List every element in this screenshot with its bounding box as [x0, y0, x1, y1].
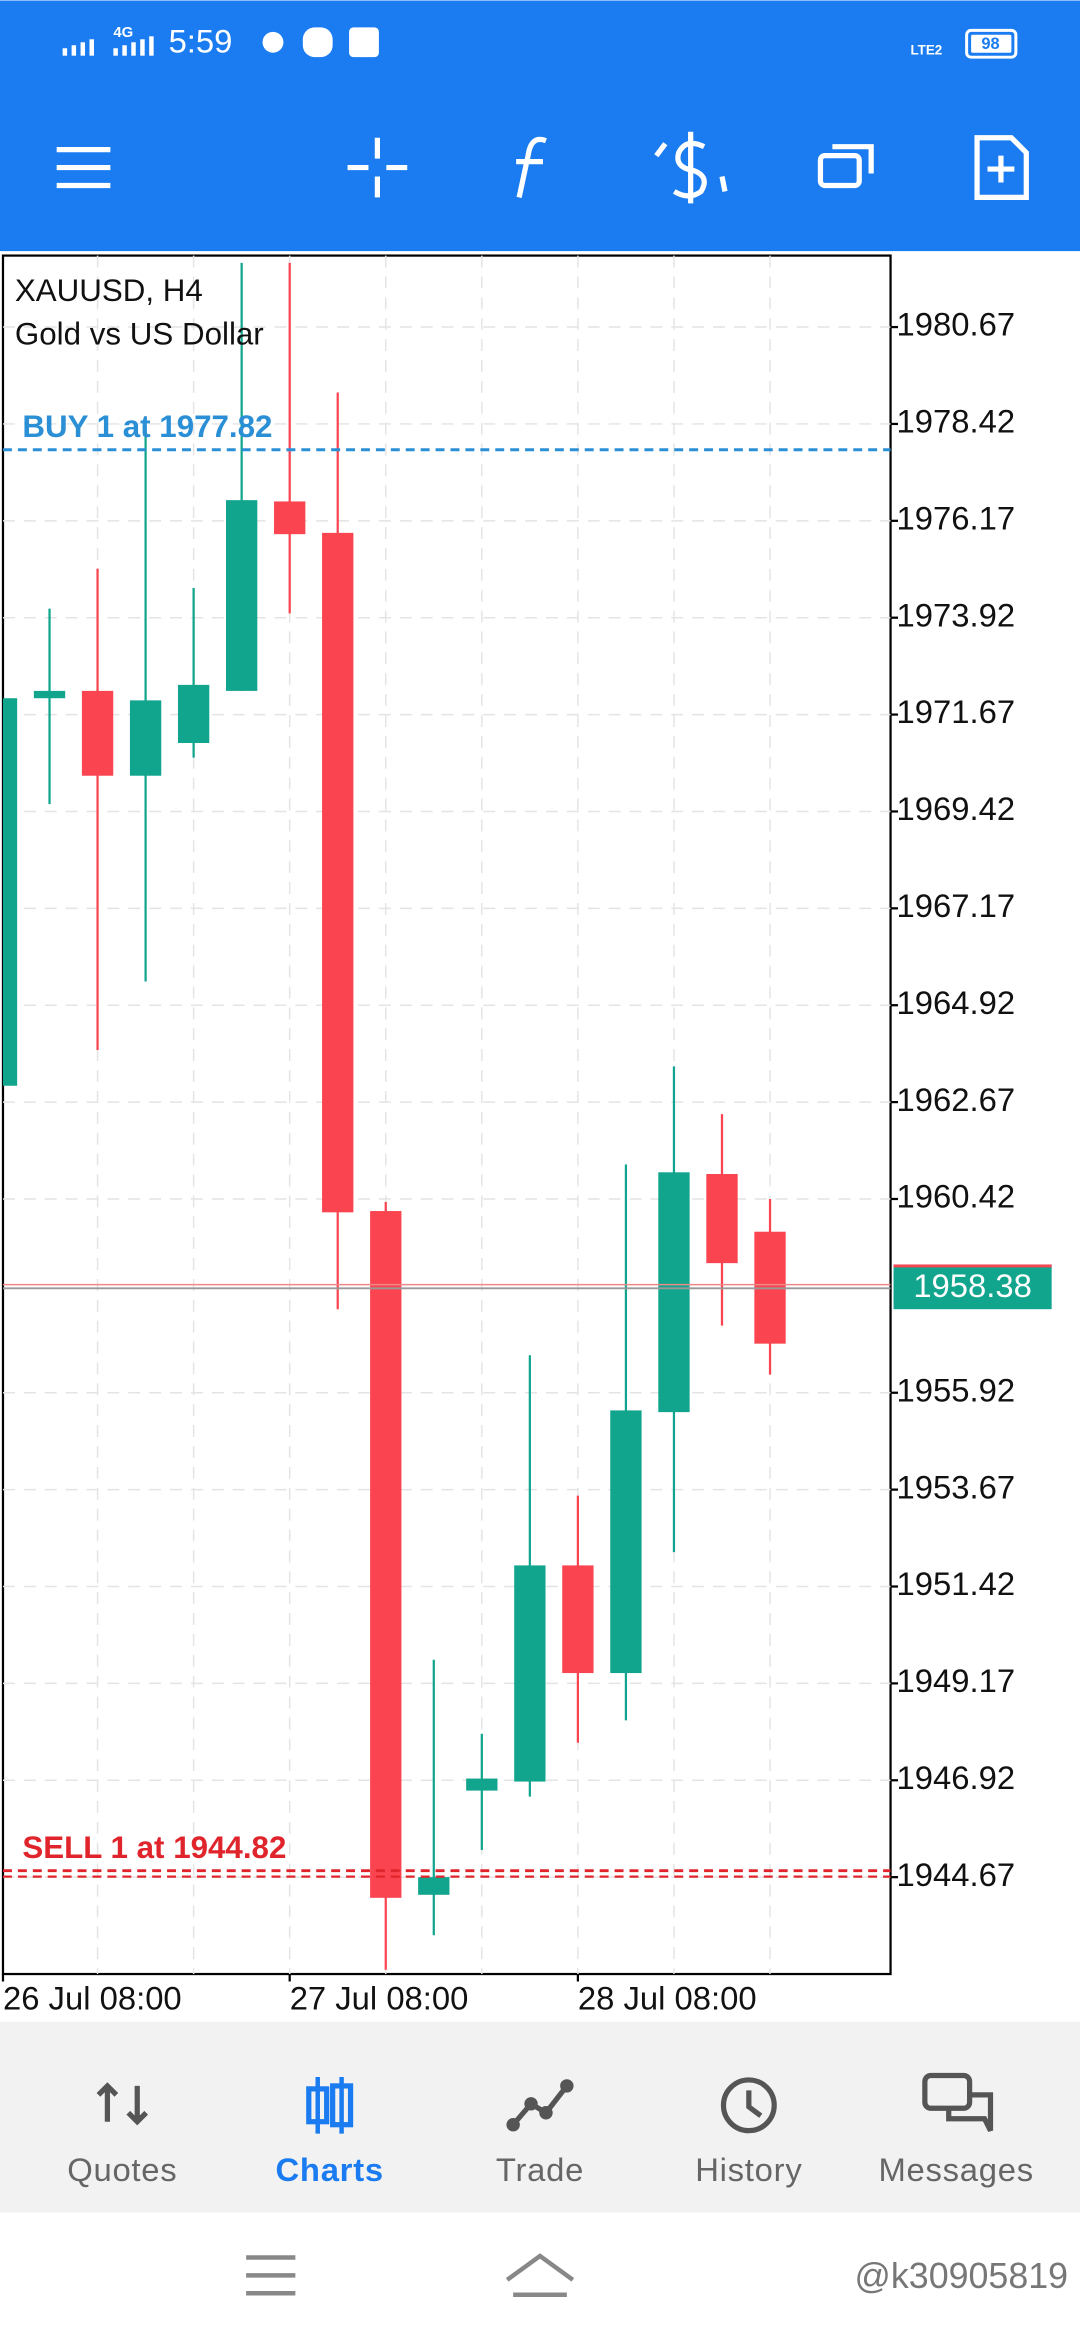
- nav-item[interactable]: History: [695, 2077, 802, 2188]
- home-button[interactable]: [505, 2253, 575, 2297]
- nav-label: History: [695, 2151, 802, 2188]
- bottom-nav: [0, 2021, 1080, 2213]
- trade-icon-dot: [539, 2106, 553, 2120]
- nav-label: Messages: [878, 2151, 1033, 2188]
- battery-percent: 98: [981, 35, 999, 53]
- history-icon-hands: [746, 2090, 763, 2118]
- candle-body: [225, 500, 258, 691]
- messages-icon-back: [946, 2092, 994, 2132]
- y-tick-label: 1967.17: [897, 887, 1016, 924]
- battery-frame: [965, 28, 1018, 59]
- system-buttons: [246, 2253, 575, 2297]
- y-tick-label: 1978.42: [897, 403, 1016, 440]
- x-tick-label: 26 Jul 08:00: [3, 1980, 182, 2017]
- crosshair-button[interactable]: [347, 137, 408, 198]
- y-tick-label: 1960.42: [897, 1178, 1016, 1215]
- system-nav: [0, 2212, 1080, 2340]
- charts-icon-body: [306, 2086, 330, 2125]
- quotes-icon: [96, 2082, 149, 2126]
- y-tick-label: 1949.17: [897, 1662, 1016, 1699]
- network-type: 4G: [113, 25, 133, 41]
- y-tick-label: 1973.92: [897, 596, 1016, 633]
- toolbar: [56, 131, 1029, 204]
- history-icon: [720, 2077, 777, 2134]
- y-tick-label: 1962.67: [897, 1081, 1016, 1118]
- chart-subtitle: Gold vs US Dollar: [15, 316, 264, 351]
- candle-body: [562, 1565, 594, 1674]
- watermark: @k30905819: [855, 2256, 1069, 2296]
- indicators-button[interactable]: [516, 136, 547, 198]
- candle-body: [322, 532, 354, 1213]
- trade-icon-dot: [506, 2117, 520, 2132]
- nav-label: Quotes: [67, 2151, 177, 2188]
- nav-item[interactable]: Messages: [878, 2072, 1033, 2188]
- status-bar: 4G 5:59 LTE2 98: [62, 22, 1018, 59]
- recents-button[interactable]: [246, 2255, 296, 2296]
- y-tick-label: 1951.42: [897, 1565, 1016, 1602]
- signal-icon-2: [113, 36, 154, 56]
- candle-body: [466, 1778, 498, 1791]
- windows-button[interactable]: [817, 144, 874, 189]
- candle-body: [81, 690, 114, 776]
- signal-icon: [62, 39, 94, 56]
- y-tick-label: 1980.67: [897, 306, 1016, 343]
- nav-label: Charts: [275, 2151, 383, 2188]
- candle-body: [610, 1410, 642, 1674]
- app-header: [0, 0, 1080, 252]
- trade-icon-dot: [524, 2097, 538, 2111]
- y-tick-label: 1976.17: [897, 499, 1016, 536]
- candles: [2, 262, 786, 1970]
- clock: 5:59: [169, 22, 233, 59]
- candle-body: [370, 1211, 402, 1898]
- nav-item[interactable]: Quotes: [67, 2082, 177, 2188]
- y-tick-label: 1971.67: [897, 693, 1016, 730]
- nav-label: Trade: [496, 2151, 584, 2188]
- y-tick-label: 1944.67: [897, 1856, 1016, 1893]
- nav-items: Quotes Charts Trade History Messages: [67, 2072, 1033, 2188]
- candle-body: [418, 1877, 450, 1895]
- charts-icon-body: [330, 2083, 354, 2128]
- trade-icon: [511, 2084, 569, 2127]
- candle-body: [514, 1565, 546, 1782]
- order-line-label: BUY 1 at 1977.82: [22, 409, 272, 444]
- menu-button[interactable]: [56, 147, 111, 189]
- candle-body: [33, 690, 66, 699]
- chart-title: XAUUSD, H4: [15, 273, 203, 308]
- app-icon: [302, 27, 333, 58]
- plot-frame: [1, 254, 892, 1976]
- current-price-tag: [893, 1264, 1052, 1310]
- current-price-label: 1958.38: [913, 1267, 1032, 1304]
- y-tick-label: 1964.92: [897, 984, 1016, 1021]
- nav-item[interactable]: Charts: [275, 2076, 383, 2188]
- x-tick-label: 28 Jul 08:00: [578, 1980, 757, 2017]
- nav-item[interactable]: Trade: [496, 2079, 584, 2188]
- candle-body: [274, 501, 306, 535]
- candle-body: [129, 700, 162, 776]
- candle-body: [706, 1174, 738, 1264]
- order-line-label: SELL 1 at 1944.82: [22, 1830, 286, 1865]
- y-tick-label: 1953.67: [897, 1468, 1016, 1505]
- overlays: 1958.38 BUY 1 at 1977.82 SELL 1 at 1944.82: [2, 409, 1052, 1878]
- x-tick-label: 27 Jul 08:00: [290, 1980, 469, 2017]
- settings-icon: [262, 31, 284, 53]
- battery-level: [971, 34, 1012, 53]
- mail-icon: [349, 27, 379, 58]
- y-tick-label: 1955.92: [897, 1371, 1016, 1408]
- y-tick-label: 1969.42: [897, 790, 1016, 827]
- grid: 1980.67 1978.42 1976.17 1973.92 1971.67 1969.…: [1, 255, 1016, 2017]
- candle-body: [177, 684, 210, 743]
- trade-icon-dot: [560, 2079, 574, 2093]
- y-tick-label: 1946.92: [897, 1759, 1016, 1796]
- trade-button[interactable]: [654, 131, 728, 204]
- candle-body: [658, 1172, 690, 1413]
- candle-body: [2, 698, 18, 1086]
- new-order-button[interactable]: [974, 135, 1029, 201]
- sim-label: LTE2: [910, 43, 942, 58]
